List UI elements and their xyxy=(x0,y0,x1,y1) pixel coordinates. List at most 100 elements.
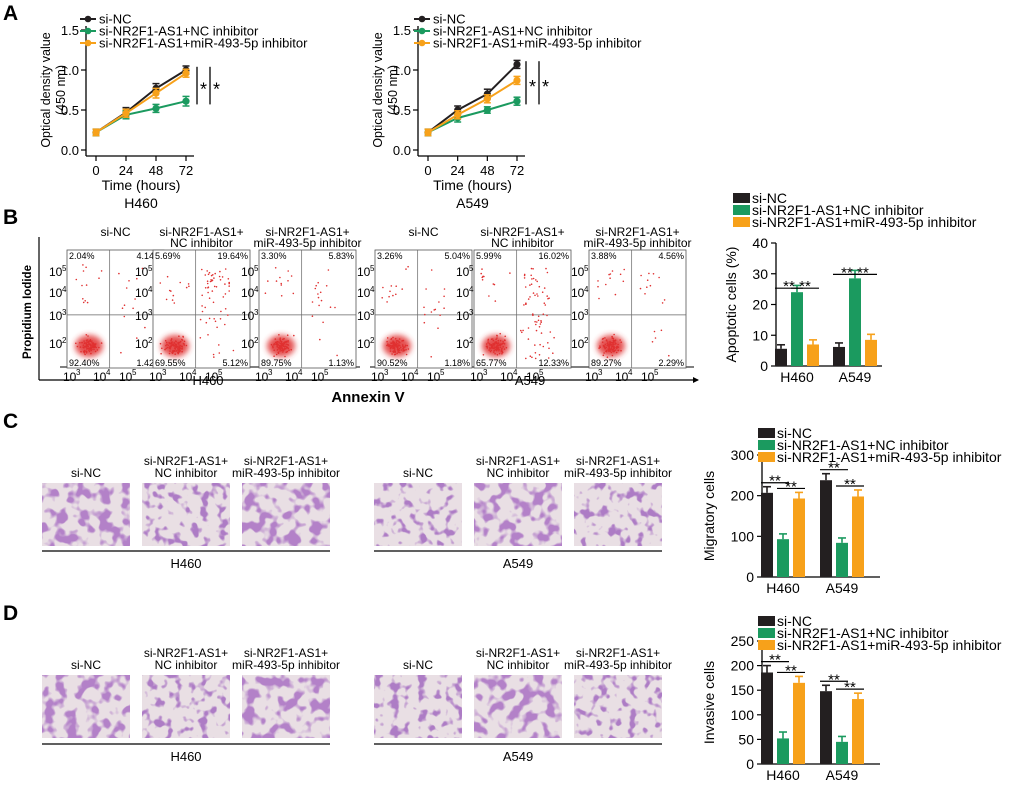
event-dot xyxy=(172,294,175,297)
event-dot xyxy=(79,346,82,348)
category-label: A549 xyxy=(826,767,859,783)
event-dot xyxy=(91,340,93,342)
event-dot xyxy=(201,310,204,313)
event-dot xyxy=(443,295,445,298)
event-dot xyxy=(228,282,230,285)
event-dot xyxy=(535,279,537,281)
event-dot xyxy=(612,341,615,344)
event-dot xyxy=(486,347,489,349)
quadrant-ul: 3.30% xyxy=(261,251,287,261)
x-tick-exponent: 5 xyxy=(324,368,329,377)
event-dot xyxy=(542,345,545,348)
quadrant-lr: 2.29% xyxy=(658,358,684,368)
micrograph-stain xyxy=(242,483,330,546)
x-axis-arrow xyxy=(693,377,699,383)
event-dot xyxy=(319,338,321,341)
image-subtitle: miR-493-5p inhibitor xyxy=(564,658,672,672)
event-dot xyxy=(499,346,502,349)
event-dot xyxy=(82,270,85,272)
y-tick-label: 0.5 xyxy=(61,103,79,118)
y-tick-label: 50 xyxy=(738,731,754,747)
y-tick-exponent: 2 xyxy=(370,336,375,345)
event-dot xyxy=(183,340,186,343)
legend-swatch xyxy=(733,205,750,215)
event-dot xyxy=(660,329,663,332)
event-dot xyxy=(481,268,483,270)
event-dot xyxy=(495,338,497,341)
legend-swatch xyxy=(733,217,750,227)
event-dot xyxy=(530,267,533,270)
event-dot xyxy=(609,277,611,280)
event-dot xyxy=(394,337,397,340)
event-dot xyxy=(480,272,483,275)
image-subtitle: miR-493-5p inhibitor xyxy=(232,466,340,480)
event-dot xyxy=(87,335,89,337)
event-dot xyxy=(177,351,179,354)
event-dot xyxy=(491,347,494,349)
event-dot xyxy=(531,278,533,280)
image-subtitle: NC inhibitor xyxy=(487,466,550,480)
event-dot xyxy=(82,301,85,304)
event-dot xyxy=(80,350,82,353)
event-dot xyxy=(91,341,93,344)
event-dot xyxy=(179,344,181,347)
event-dot xyxy=(90,352,92,355)
event-dot xyxy=(488,342,491,345)
event-dot xyxy=(443,288,446,290)
sig-mark: ** xyxy=(785,662,797,679)
quadrant-ur: 5.04% xyxy=(444,251,470,261)
y-tick-exponent: 4 xyxy=(469,285,474,294)
event-dot xyxy=(144,326,146,329)
y-tick-label: 200 xyxy=(731,658,755,674)
event-dot xyxy=(392,346,395,348)
event-dot xyxy=(392,340,394,343)
event-dot xyxy=(85,339,88,342)
event-dot xyxy=(386,337,389,339)
event-dot xyxy=(481,279,484,281)
event-dot xyxy=(314,287,317,290)
cell-cluster xyxy=(597,335,625,357)
event-dot xyxy=(188,285,190,288)
event-dot xyxy=(224,323,226,326)
event-dot xyxy=(540,332,543,334)
event-dot xyxy=(267,280,269,282)
event-dot xyxy=(658,276,660,279)
sig-bracket-outer-star: * xyxy=(213,80,220,100)
event-dot xyxy=(280,282,283,285)
event-dot xyxy=(96,349,99,351)
event-dot xyxy=(605,346,608,349)
event-dot xyxy=(543,302,546,305)
event-dot xyxy=(91,348,93,351)
event-dot xyxy=(509,272,511,274)
event-dot xyxy=(502,346,505,348)
data-point xyxy=(92,128,100,136)
legend-label: si-NR2F1-AS1+miR-493-5p inhibitor xyxy=(777,449,1002,465)
plot-title: si-NR2F1-AS1+ xyxy=(159,225,243,239)
sig-mark: ** xyxy=(841,264,853,281)
y-tick-label: 1.5 xyxy=(393,23,411,38)
event-dot xyxy=(608,350,610,353)
event-dot xyxy=(280,343,283,346)
x-tick-label: 10 xyxy=(615,370,629,384)
event-dot xyxy=(185,286,188,289)
event-dot xyxy=(87,341,90,344)
event-dot xyxy=(498,350,500,352)
y-tick-label: 200 xyxy=(731,488,755,504)
legend-swatch xyxy=(758,628,775,638)
event-dot xyxy=(393,353,396,356)
event-dot xyxy=(218,352,221,354)
quadrant-ll: 89.75% xyxy=(261,358,292,368)
event-dot xyxy=(85,266,87,269)
event-dot xyxy=(311,315,314,318)
event-dot xyxy=(169,342,171,345)
micrograph-stain xyxy=(474,483,562,546)
event-dot xyxy=(425,288,427,290)
chart-title: A549 xyxy=(456,195,489,211)
bar xyxy=(761,672,773,764)
event-dot xyxy=(496,344,499,347)
event-dot xyxy=(179,281,181,284)
data-point xyxy=(454,111,462,119)
event-dot xyxy=(221,276,224,278)
group-label: H460 xyxy=(170,556,201,571)
